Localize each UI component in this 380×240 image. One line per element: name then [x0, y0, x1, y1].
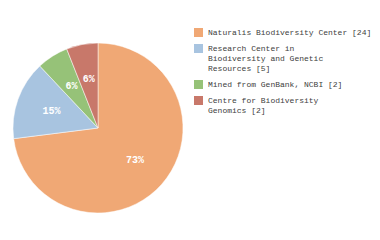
html-text:Centre for Biodiversity Genomi: Centre for Biodiversity Genomics [2] [208, 96, 319, 115]
html-text:Mined from GenBank, NCBI [2]: Mined from GenBank, NCBI [2] [208, 80, 343, 89]
svg-text:15%: 15% [43, 106, 61, 117]
svg-text:6%: 6% [66, 81, 78, 92]
svg-text:73%: 73% [126, 155, 144, 166]
html-text:Research Center in Biodiversit: Research Center in Biodiversity and Gene… [208, 44, 324, 73]
svg-text:6%: 6% [83, 74, 95, 85]
html-text:Naturalis Biodiversity Center: Naturalis Biodiversity Center [24] [208, 28, 372, 37]
